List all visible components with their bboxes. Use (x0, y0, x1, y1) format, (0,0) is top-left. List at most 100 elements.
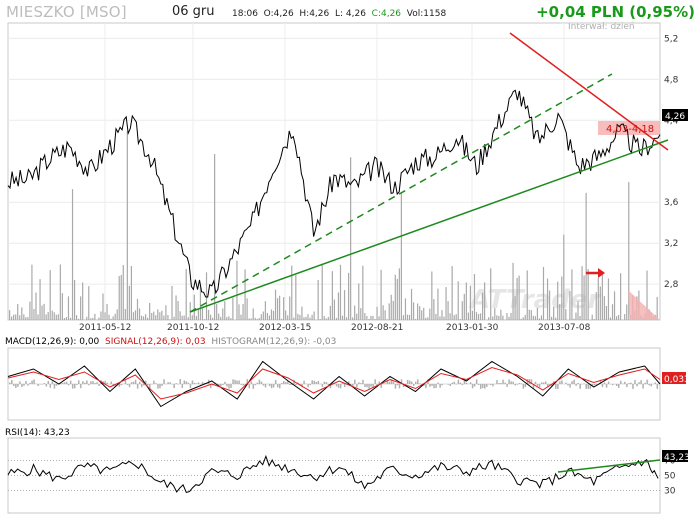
macd-histogram-bar (197, 382, 200, 384)
volume-bar (380, 269, 382, 320)
macd-histogram-bar (232, 379, 234, 384)
macd-histogram-bar (500, 382, 502, 384)
macd-histogram-bar (512, 381, 514, 384)
trendline-support[interactable] (189, 139, 669, 313)
volume-bar (329, 305, 331, 320)
volume-bar (35, 292, 37, 320)
price-x-tick-label: 2012-03-15 (259, 323, 311, 333)
macd-histogram-bar (591, 384, 594, 386)
macd-histogram-bar (471, 384, 474, 389)
volume-bar (536, 307, 538, 320)
volume-bar (538, 318, 541, 320)
macd-histogram-bar (193, 382, 196, 384)
macd-histogram-bar (463, 380, 466, 384)
macd-histogram-bar (341, 382, 344, 384)
volume-bar (209, 314, 212, 320)
macd-histogram-bar (187, 382, 190, 384)
trendline-dashed[interactable] (189, 73, 613, 313)
macd-histogram-bar (419, 383, 421, 384)
macd-histogram-bar (69, 380, 72, 384)
volume-bar (276, 298, 279, 320)
macd-histogram-bar (315, 381, 318, 384)
macd-histogram-bar (98, 384, 100, 386)
volume-bar (67, 296, 70, 320)
macd-histogram-bar (153, 380, 155, 384)
macd-histogram-bar (295, 384, 297, 386)
volume-bar (149, 302, 151, 320)
volume-bar (583, 275, 585, 320)
volume-bar (360, 308, 362, 320)
macd-histogram-bar (63, 382, 66, 384)
macd-histogram-bar (382, 383, 385, 384)
macd-histogram-bar (23, 384, 25, 386)
rsi-legend: RSI(14): 43,23 (5, 428, 70, 438)
volume-bar (301, 306, 303, 320)
macd-histogram-bar (82, 381, 84, 384)
macd-histogram-bar (67, 384, 70, 386)
signal-series-path (7, 366, 661, 400)
volume-bar (364, 313, 366, 320)
volume-bar (404, 298, 407, 320)
volume-bar (607, 278, 610, 320)
volume-bar (341, 315, 344, 320)
volume-bar (441, 310, 443, 320)
macd-histogram-bar (291, 384, 293, 385)
macd-histogram-bar (518, 383, 521, 384)
macd-histogram-bar (544, 381, 547, 384)
volume-bar (437, 288, 439, 320)
price-x-tick-label: 2013-07-08 (538, 323, 591, 333)
price-panel-frame (7, 22, 661, 321)
price-y-tick-label: 2,8 (664, 280, 679, 290)
macd-histogram-bar (575, 384, 577, 386)
macd-histogram-bar (465, 382, 468, 384)
volume-bar (195, 315, 197, 320)
volume-zone-triangle (628, 290, 660, 320)
macd-histogram-bar (169, 382, 171, 384)
volume-bar (98, 317, 100, 320)
trendline-resistance[interactable] (509, 32, 669, 151)
volume-bar (201, 308, 204, 320)
volume-bar (75, 315, 78, 320)
volume-bar (542, 266, 545, 320)
macd-last-marker (662, 372, 686, 384)
volume-bar (577, 301, 579, 320)
quote-time: 18:06 (232, 9, 258, 19)
volume-bar (463, 293, 465, 320)
volume-bar (130, 266, 132, 320)
volume-bar (244, 269, 246, 320)
macd-histogram-bar (218, 384, 220, 387)
macd-histogram-bar (534, 381, 537, 384)
macd-histogram-bar (630, 382, 632, 384)
volume-bar (494, 308, 496, 320)
macd-histogram-bar (260, 381, 263, 384)
macd-histogram-bar (21, 384, 23, 388)
volume-bar (21, 307, 23, 320)
macd-histogram-bar (51, 381, 54, 384)
volume-bar (47, 312, 49, 320)
volume-bar (593, 318, 595, 320)
volume-bar (140, 315, 143, 320)
volume-bar (447, 301, 449, 320)
macd-histogram-bar (262, 384, 265, 386)
volume-bar (520, 318, 522, 320)
volume-bar (222, 308, 224, 320)
volume-bar (492, 316, 494, 320)
macd-histogram-bar (41, 384, 43, 385)
macd-histogram-bar (75, 384, 78, 385)
macd-histogram-bar (189, 384, 192, 389)
macd-histogram-bar (124, 380, 127, 384)
macd-histogram-bar (17, 384, 19, 387)
volume-bar (548, 290, 551, 320)
macd-histogram-bar (317, 380, 320, 384)
macd-histogram-bar (433, 384, 435, 389)
zone-label: 4,03-4,18 (606, 124, 654, 135)
volume-bar (177, 301, 179, 320)
rsi-trendline[interactable] (557, 459, 661, 473)
macd-histogram-bar (593, 384, 596, 386)
volume-bar (82, 282, 84, 320)
volume-bar (516, 277, 518, 320)
volume-bar (120, 274, 122, 320)
macd-histogram-bar (285, 382, 287, 384)
macd-histogram-bar (311, 380, 313, 384)
